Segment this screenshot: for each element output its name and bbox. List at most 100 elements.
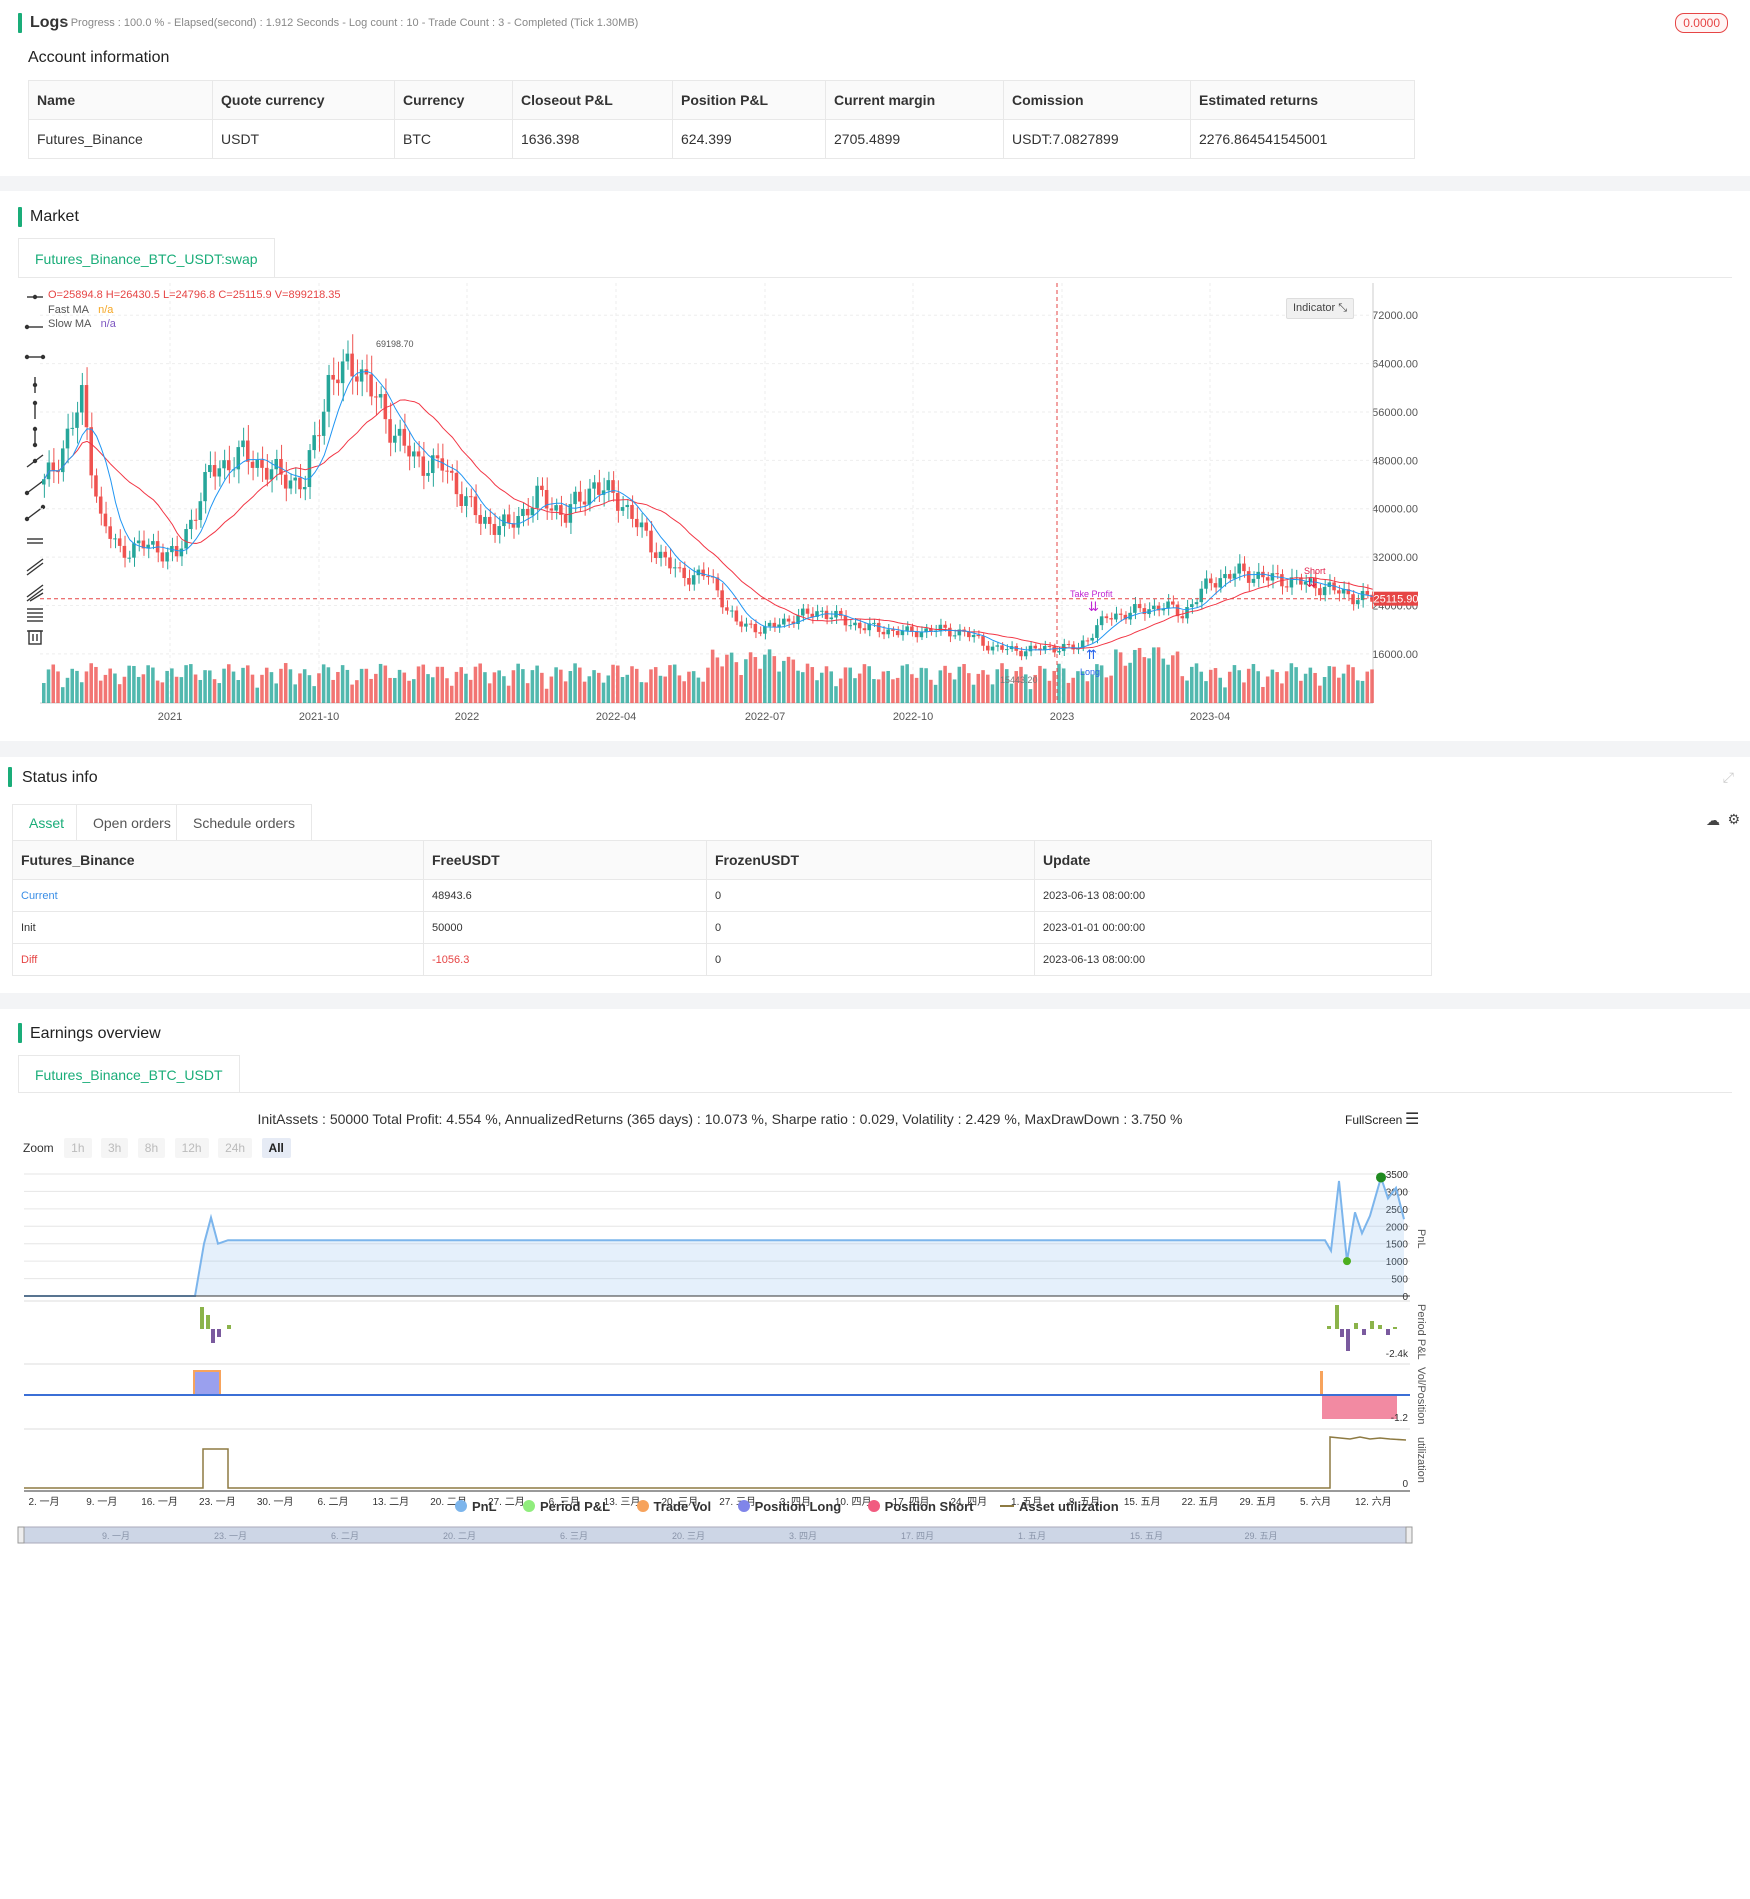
expand-icon[interactable]: ⤢ bbox=[1722, 769, 1734, 785]
volume-bar bbox=[1299, 680, 1303, 703]
zoom-bar: Zoom 1h 3h 8h 12h 24h All bbox=[23, 1138, 296, 1158]
volume-bar bbox=[734, 662, 739, 703]
zoom-1h-button[interactable]: 1h bbox=[64, 1138, 92, 1158]
candle-body bbox=[649, 530, 653, 553]
volume-bar bbox=[611, 664, 615, 703]
legend-position-short[interactable]: Position Short bbox=[867, 1499, 974, 1514]
navigator-tick-label: 3. 四月 bbox=[789, 1531, 817, 1541]
legend-trade-vol[interactable]: Trade Vol bbox=[636, 1499, 711, 1514]
volume-bar bbox=[440, 666, 445, 703]
candle-body bbox=[848, 625, 852, 627]
volume-bar bbox=[601, 682, 606, 703]
volume-bar bbox=[1189, 666, 1194, 703]
candle-body bbox=[1303, 581, 1308, 585]
short-arrow-icon: ⇊ bbox=[1306, 576, 1317, 591]
fullscreen-button[interactable]: FullScreen bbox=[1345, 1113, 1403, 1127]
volume-bar bbox=[60, 687, 65, 703]
legend-pnl[interactable]: PnL bbox=[455, 1499, 497, 1514]
candle-body bbox=[478, 515, 482, 524]
navigator-tick-label: 15. 五月 bbox=[1130, 1531, 1163, 1541]
zoom-all-button[interactable]: All bbox=[261, 1138, 291, 1158]
period-pnl-bar bbox=[200, 1307, 204, 1329]
table-cell: USDT bbox=[212, 119, 395, 159]
logs-badge[interactable]: 0.0000 bbox=[1675, 13, 1728, 33]
candle-body bbox=[473, 496, 478, 516]
tab-market-symbol[interactable]: Futures_Binance_BTC_USDT:swap bbox=[18, 238, 275, 278]
volume-bar bbox=[407, 680, 411, 703]
candle-body bbox=[1208, 578, 1213, 584]
zoom-8h-button[interactable]: 8h bbox=[137, 1138, 166, 1158]
tab-earnings-symbol[interactable]: Futures_Binance_BTC_USDT bbox=[18, 1055, 240, 1093]
volume-bar bbox=[1080, 671, 1085, 703]
volume-bar bbox=[535, 665, 539, 703]
y-tick-label: 40000.00 bbox=[1372, 504, 1418, 516]
candle-body bbox=[1341, 589, 1346, 594]
candle-body bbox=[1322, 586, 1327, 596]
pnl-tick-label: 0 bbox=[1402, 1292, 1408, 1303]
candle-body bbox=[554, 505, 558, 511]
volume-bar bbox=[388, 677, 392, 703]
volume-bar bbox=[1042, 668, 1047, 703]
candle-body bbox=[51, 462, 56, 471]
table-cell: 0 bbox=[706, 911, 1035, 944]
volume-bar bbox=[777, 671, 781, 703]
candle-body bbox=[1246, 571, 1251, 583]
gear-icon[interactable]: ⚙ bbox=[1727, 811, 1740, 827]
volume-bar bbox=[677, 675, 682, 703]
legend-asset-utilization[interactable]: Asset utilization bbox=[999, 1499, 1119, 1514]
candle-body bbox=[805, 608, 810, 614]
zoom-12h-button[interactable]: 12h bbox=[174, 1138, 209, 1158]
candle-body bbox=[1337, 590, 1341, 594]
candle-body bbox=[1066, 644, 1071, 646]
candle-body bbox=[1251, 578, 1256, 583]
volume-bar bbox=[1351, 667, 1355, 703]
candle-body bbox=[1118, 613, 1123, 615]
candle-body bbox=[374, 396, 378, 398]
zoom-3h-button[interactable]: 3h bbox=[100, 1138, 129, 1158]
volume-bar bbox=[1265, 676, 1270, 703]
zoom-label: Zoom bbox=[23, 1141, 54, 1155]
indicator-button[interactable]: Indicator ⤡ bbox=[1286, 298, 1355, 319]
cloud-download-icon[interactable]: ☁ bbox=[1706, 812, 1720, 828]
candle-body bbox=[1351, 594, 1355, 605]
menu-icon[interactable]: ☰ bbox=[1405, 1111, 1420, 1128]
candle-body bbox=[250, 461, 255, 468]
expand-icon: ⤡ bbox=[1338, 302, 1348, 314]
tab-open-orders[interactable]: Open orders bbox=[76, 804, 188, 841]
legend-label: Period P&L bbox=[540, 1499, 611, 1514]
volume-bar bbox=[269, 672, 274, 703]
volume-bar bbox=[625, 674, 630, 703]
legend-period-pnl[interactable]: Period P&L bbox=[523, 1499, 610, 1514]
volume-bar bbox=[1071, 677, 1075, 703]
candle-body bbox=[824, 610, 829, 620]
tab-schedule-orders[interactable]: Schedule orders bbox=[176, 804, 312, 841]
candle-body bbox=[663, 551, 667, 558]
zoom-24h-button[interactable]: 24h bbox=[218, 1138, 253, 1158]
pnl-tick-label: 500 bbox=[1391, 1275, 1408, 1286]
legend-position-long[interactable]: Position Long bbox=[737, 1499, 842, 1514]
volume-bar bbox=[245, 665, 250, 703]
position-long-block bbox=[193, 1370, 221, 1396]
candle-body bbox=[971, 634, 976, 638]
volume-bar bbox=[1061, 668, 1066, 703]
legend-label: Position Long bbox=[754, 1499, 842, 1514]
volume-bar bbox=[84, 671, 89, 703]
candle-body bbox=[819, 610, 824, 612]
candle-body bbox=[255, 459, 260, 468]
candle-body bbox=[336, 379, 340, 384]
candlestick-chart[interactable]: 2021 2021-10 2022 2022-04 2022-07 2022-10 2023… bbox=[40, 283, 1440, 733]
volume-bar bbox=[113, 673, 117, 703]
volume-bar bbox=[1303, 673, 1308, 703]
candle-body bbox=[1019, 650, 1023, 657]
table-cell: 48943.6 bbox=[423, 879, 707, 912]
col-header: Name bbox=[28, 80, 213, 120]
x-tick-label: 30. 一月 bbox=[257, 1496, 294, 1508]
tab-asset[interactable]: Asset bbox=[12, 804, 82, 841]
slow-ma-legend: Slow MA n/a bbox=[48, 318, 116, 330]
volume-bar bbox=[767, 649, 772, 703]
candle-body bbox=[753, 623, 758, 633]
volume-bar bbox=[331, 679, 335, 703]
candle-body bbox=[530, 507, 535, 516]
volume-bar bbox=[340, 665, 345, 703]
